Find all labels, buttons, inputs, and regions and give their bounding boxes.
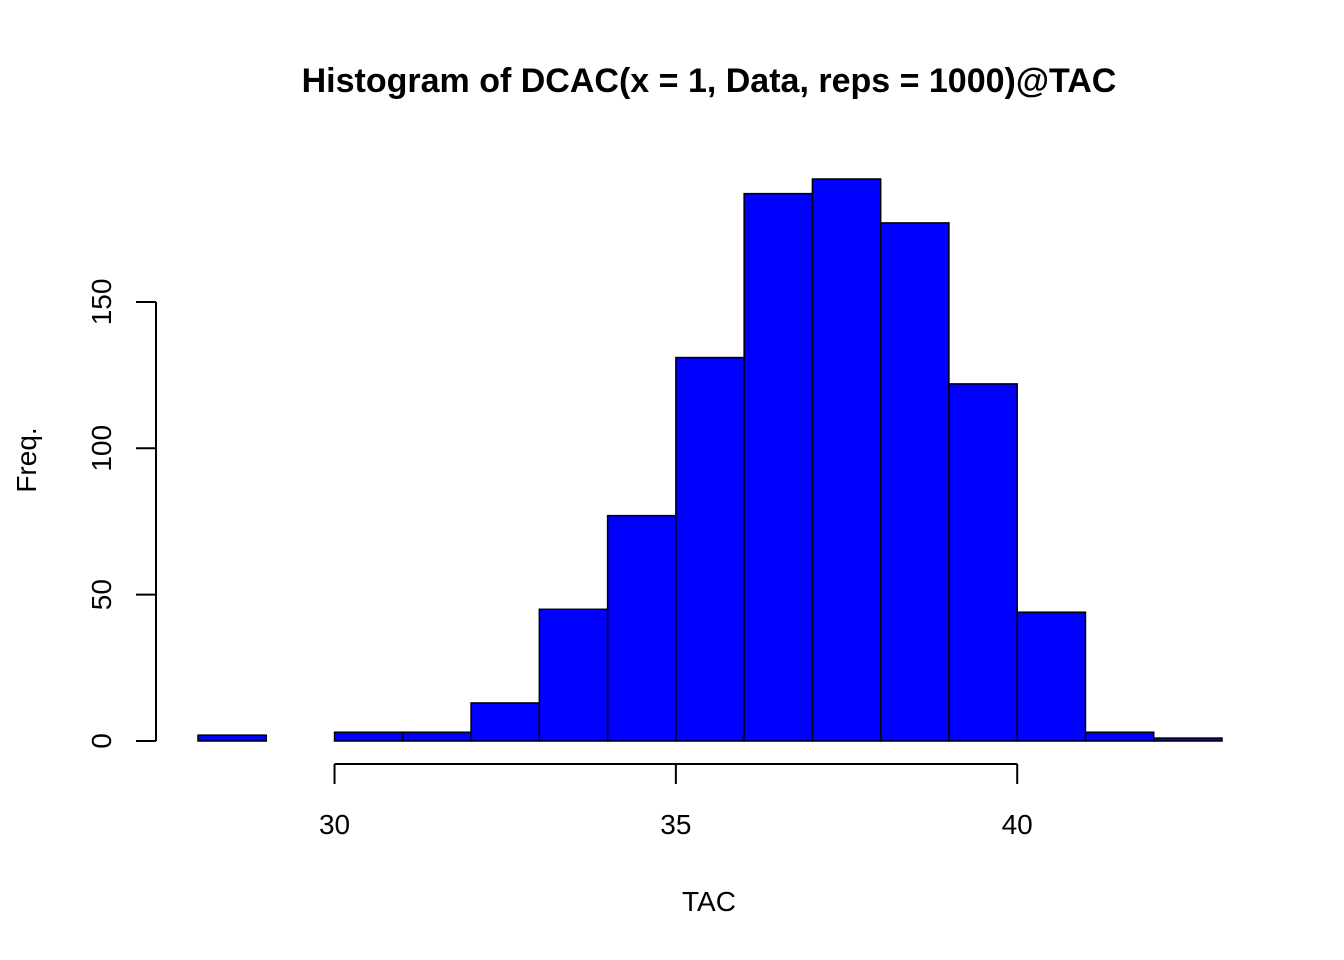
histogram-bar xyxy=(743,192,814,742)
y-axis: 0 50 100 150 xyxy=(86,279,157,749)
y-tick-label: 0 xyxy=(86,733,117,749)
histogram-bar xyxy=(538,608,609,742)
x-axis-label: TAC xyxy=(682,886,736,917)
x-tick-label: 35 xyxy=(660,809,691,840)
histogram-bar xyxy=(1152,737,1223,742)
histogram-bar xyxy=(675,356,745,742)
histogram-bar xyxy=(333,731,404,742)
x-tick-label: 30 xyxy=(319,809,350,840)
histogram-bar xyxy=(197,734,268,742)
histogram-bar xyxy=(1016,611,1087,742)
histogram-bar xyxy=(811,178,882,742)
x-tick-label: 40 xyxy=(1002,809,1033,840)
x-axis: 30 35 40 xyxy=(319,763,1033,840)
histogram-bar xyxy=(879,222,950,742)
histogram-bar xyxy=(402,731,472,742)
chart-title: Histogram of DCAC(x = 1, Data, reps = 10… xyxy=(302,62,1117,100)
histogram-bar xyxy=(1084,731,1155,742)
y-tick-label: 50 xyxy=(86,579,117,610)
bars-group xyxy=(197,178,1223,742)
histogram-bar xyxy=(470,702,541,742)
y-tick-label: 150 xyxy=(86,279,117,326)
histogram-bar xyxy=(948,383,1018,742)
histogram-bar xyxy=(606,514,677,742)
y-tick-label: 100 xyxy=(86,425,117,472)
y-axis-label: Freq. xyxy=(11,427,42,492)
